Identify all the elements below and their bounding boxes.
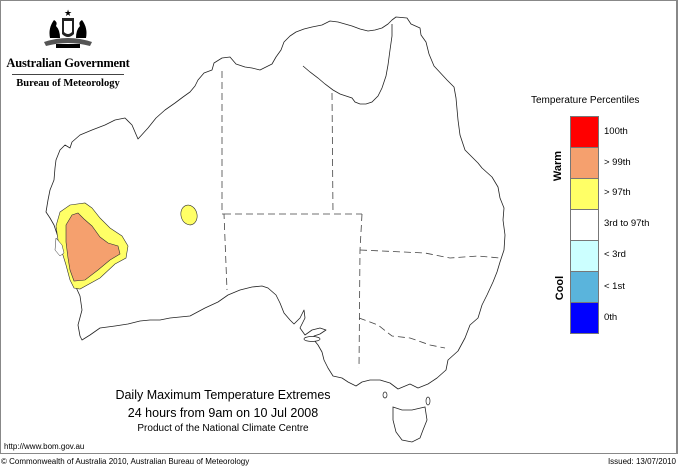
issued-date: Issued: 13/07/2010 xyxy=(607,457,676,466)
bom-url: http://www.bom.gov.au xyxy=(4,442,85,451)
state-borders xyxy=(221,71,501,369)
area-above-97th-central xyxy=(180,204,198,226)
map-period: 24 hours from 9am on 10 Jul 2008 xyxy=(127,406,319,420)
legend-swatch-1st xyxy=(571,272,598,303)
legend-label: 100th xyxy=(604,126,628,137)
legend-swatch-100th xyxy=(571,117,598,148)
svg-text:★: ★ xyxy=(64,8,72,18)
legend-label: < 1st xyxy=(604,281,625,292)
cool-label: Cool xyxy=(554,275,567,301)
area-above-99th xyxy=(65,212,121,282)
legend-swatch-0th xyxy=(571,303,598,333)
legend-swatch-normal xyxy=(571,210,598,241)
legend-swatch-3rd xyxy=(571,241,598,272)
legend-label: < 3rd xyxy=(604,249,626,260)
coastal-white-gap xyxy=(54,237,65,257)
legend-label: 0th xyxy=(604,312,618,323)
legend-title: Temperature Percentiles xyxy=(531,95,640,106)
map-product: Product of the National Climate Centre xyxy=(137,423,309,434)
logo-divider xyxy=(12,74,124,75)
legend-label: > 99th xyxy=(604,157,631,168)
tasmania-coastline xyxy=(392,406,428,443)
kangaroo-island xyxy=(303,336,321,342)
legend-label: > 97th xyxy=(604,187,631,198)
mainland-coastline xyxy=(45,16,506,390)
map-title: Daily Maximum Temperature Extremes xyxy=(115,388,331,402)
map-frame xyxy=(0,0,678,454)
flinders-island xyxy=(425,396,431,406)
copyright-text: © Commonwealth of Australia 2010, Austra… xyxy=(1,457,250,466)
king-island xyxy=(382,391,388,399)
australia-map xyxy=(45,16,506,443)
coat-of-arms-icon: ★ xyxy=(44,8,92,48)
government-logo: ★ Australian Government Bureau of Meteor… xyxy=(6,8,130,89)
legend-label: 3rd to 97th xyxy=(604,218,650,229)
legend-color-bar xyxy=(570,116,599,334)
legend-swatch-97th xyxy=(571,179,598,210)
agency-name: Australian Government xyxy=(6,56,130,70)
bureau-name: Bureau of Meteorology xyxy=(16,78,120,89)
warm-label: Warm xyxy=(552,150,565,182)
legend-swatch-99th xyxy=(571,148,598,179)
gulf-of-carpentaria xyxy=(302,24,393,105)
